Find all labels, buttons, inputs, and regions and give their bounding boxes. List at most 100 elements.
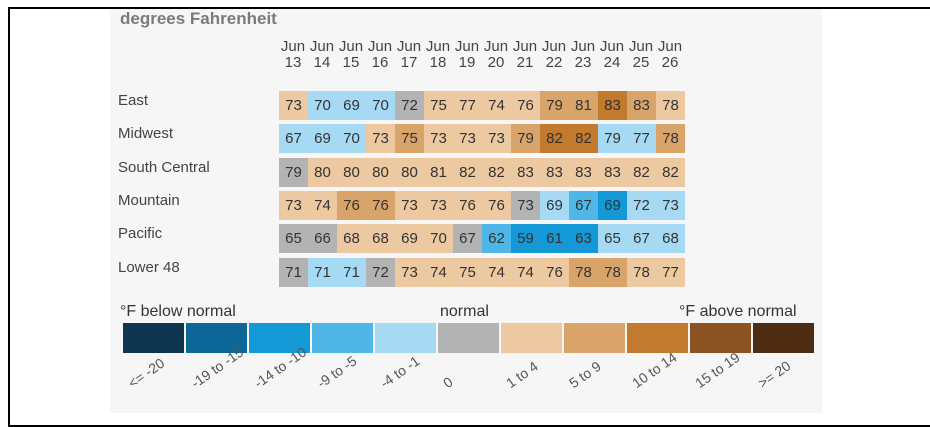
heatmap-cell: 70 (308, 91, 337, 120)
column-day: 24 (603, 54, 621, 71)
heatmap-cell: 73 (279, 190, 308, 220)
legend-swatch (690, 323, 751, 353)
column-day: 26 (661, 54, 679, 71)
heatmap-cell: 65 (279, 224, 308, 254)
heatmap-cell: 76 (511, 91, 540, 120)
heatmap-cell: 82 (656, 157, 685, 187)
legend-normal-title: normal (440, 303, 489, 320)
heatmap-cell: 72 (627, 190, 656, 220)
heatmap-cell: 83 (598, 91, 627, 120)
row-label: Mountain (118, 191, 180, 209)
row-label: Lower 48 (118, 258, 180, 276)
heatmap-cell: 76 (366, 190, 395, 220)
column-day: 20 (487, 54, 505, 71)
heatmap-cell: 66 (308, 224, 337, 254)
heatmap-cell: 67 (569, 190, 598, 220)
heatmap-cell: 67 (627, 224, 656, 254)
heatmap-cell: 75 (424, 91, 453, 120)
legend-swatch (186, 323, 247, 353)
heatmap-cell: 79 (511, 124, 540, 154)
heatmap-cell: 59 (511, 224, 540, 254)
heatmap-cell: 80 (395, 157, 424, 187)
heatmap-cell: 76 (453, 190, 482, 220)
legend-swatch (564, 323, 625, 353)
heatmap-cell: 71 (279, 257, 308, 287)
heatmap-cell: 69 (337, 91, 366, 120)
column-header: Jun 25 (623, 39, 659, 71)
column-day: 23 (574, 54, 592, 71)
heatmap-cell: 76 (540, 257, 569, 287)
column-day: 25 (632, 54, 650, 71)
column-header: Jun 26 (652, 39, 688, 71)
heatmap-cell: 78 (569, 257, 598, 287)
heatmap-cell: 74 (308, 190, 337, 220)
heatmap-cell: 71 (308, 257, 337, 287)
heatmap-cell: 78 (656, 91, 685, 120)
heatmap-cell: 70 (424, 224, 453, 254)
heatmap-cell: 77 (627, 124, 656, 154)
legend-swatch (753, 323, 814, 353)
column-month: Jun (628, 38, 654, 55)
heatmap-cell: 82 (627, 157, 656, 187)
column-header: Jun 18 (420, 39, 456, 71)
heatmap-cell: 75 (395, 124, 424, 154)
heatmap-cell: 82 (569, 124, 598, 154)
heatmap-cell: 78 (656, 124, 685, 154)
heatmap-cell: 70 (366, 91, 395, 120)
heatmap-cell: 73 (511, 190, 540, 220)
column-day: 14 (313, 54, 331, 71)
heatmap-cell: 80 (337, 157, 366, 187)
column-header: Jun 20 (478, 39, 514, 71)
column-day: 18 (429, 54, 447, 71)
heatmap-cell: 67 (279, 124, 308, 154)
units-label: degrees Fahrenheit (120, 9, 277, 28)
column-month: Jun (425, 38, 451, 55)
heatmap-cell: 74 (511, 257, 540, 287)
column-header: Jun 21 (507, 39, 543, 71)
heatmap-cell: 73 (656, 190, 685, 220)
heatmap-cell: 69 (395, 224, 424, 254)
column-month: Jun (454, 38, 480, 55)
heatmap-cell: 79 (540, 91, 569, 120)
heatmap-cell: 69 (598, 190, 627, 220)
heatmap-cell: 76 (337, 190, 366, 220)
legend-above-title: °F above normal (679, 303, 797, 320)
heatmap-cell: 74 (482, 91, 511, 120)
column-day: 13 (284, 54, 302, 71)
legend-swatch (627, 323, 688, 353)
heatmap-cell: 83 (511, 157, 540, 187)
column-day: 22 (545, 54, 563, 71)
heatmap-cell: 69 (308, 124, 337, 154)
heatmap-cell: 77 (656, 257, 685, 287)
legend-swatch (312, 323, 373, 353)
column-header: Jun 22 (536, 39, 572, 71)
column-header: Jun 13 (275, 39, 311, 71)
heatmap-cell: 81 (569, 91, 598, 120)
legend-swatch (123, 323, 184, 353)
column-header: Jun 24 (594, 39, 630, 71)
heatmap-cell: 81 (424, 157, 453, 187)
column-month: Jun (512, 38, 538, 55)
heatmap-cell: 73 (366, 124, 395, 154)
legend-swatch (501, 323, 562, 353)
heatmap-cell: 70 (337, 124, 366, 154)
heatmap-cell: 71 (337, 257, 366, 287)
column-day: 19 (458, 54, 476, 71)
heatmap-cell: 83 (598, 157, 627, 187)
legend-below-title: °F below normal (120, 303, 236, 320)
heatmap-cell: 73 (482, 124, 511, 154)
heatmap-cell: 73 (395, 190, 424, 220)
column-header: Jun 19 (449, 39, 485, 71)
column-header: Jun 15 (333, 39, 369, 71)
heatmap-cell: 68 (366, 224, 395, 254)
column-header: Jun 14 (304, 39, 340, 71)
heatmap-cell: 72 (395, 91, 424, 120)
column-day: 16 (371, 54, 389, 71)
heatmap-cell: 79 (279, 157, 308, 187)
heatmap-cell: 83 (627, 91, 656, 120)
legend-swatch (249, 323, 310, 353)
heatmap-cell: 73 (279, 91, 308, 120)
heatmap-cell: 73 (424, 190, 453, 220)
heatmap-cell: 77 (453, 91, 482, 120)
row-label: East (118, 92, 149, 109)
